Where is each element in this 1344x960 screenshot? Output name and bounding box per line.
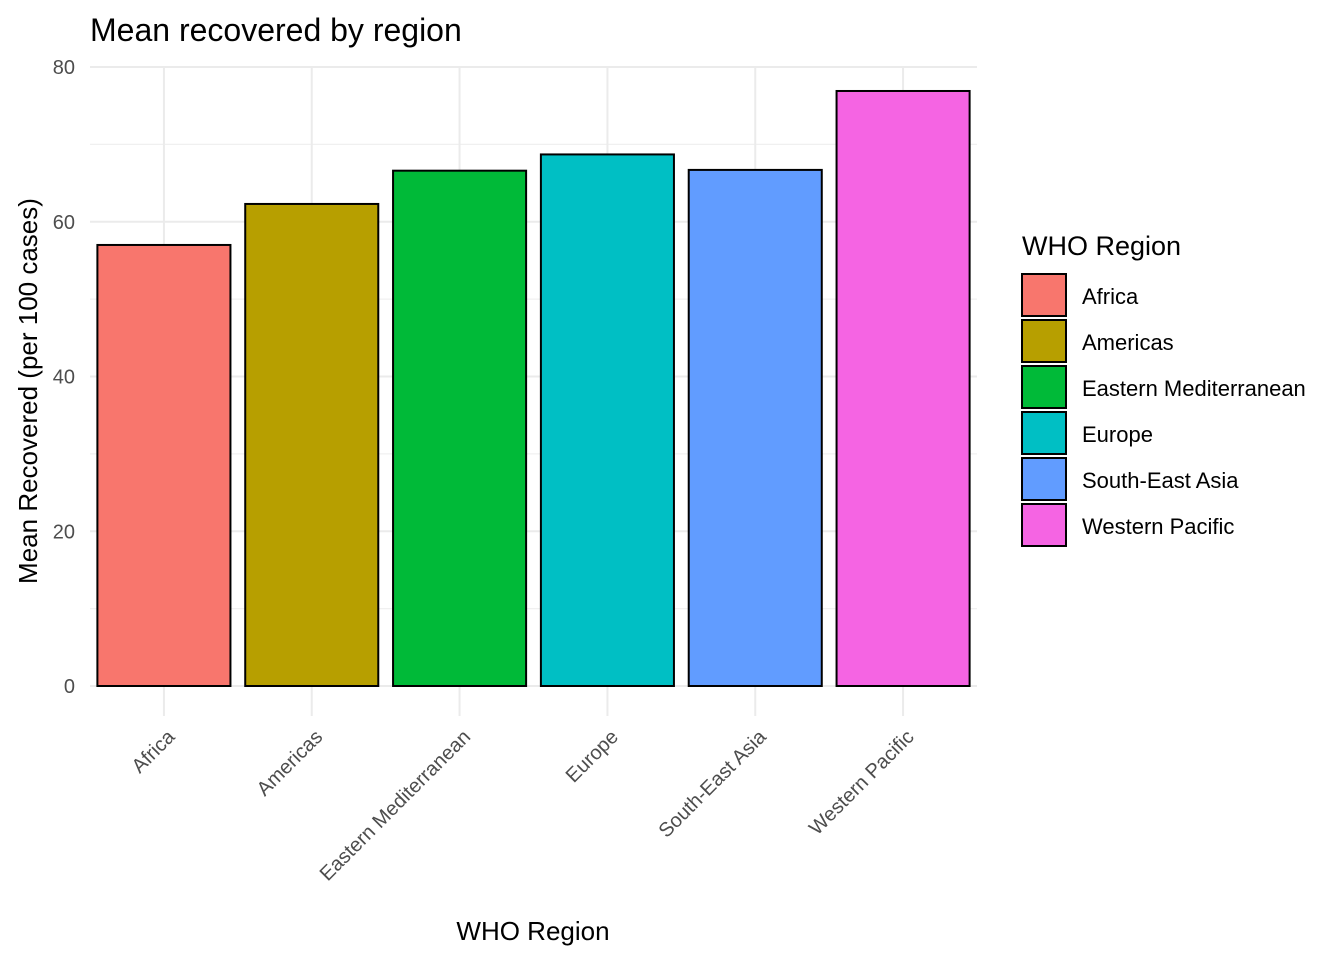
bar (244, 202, 380, 688)
legend-label: South-East Asia (1082, 468, 1239, 493)
legend-item: South-East Asia (1021, 457, 1239, 501)
legend-swatch (1021, 365, 1067, 409)
legend-item: Europe (1021, 411, 1153, 455)
legend-swatch (1021, 273, 1067, 317)
x-tick-label: Africa (128, 725, 180, 777)
legend-title: WHO Region (1022, 231, 1181, 261)
x-tick-label: Eastern Mediterranean (316, 726, 475, 885)
bar (539, 153, 675, 687)
bar (687, 168, 823, 687)
bar (392, 169, 528, 687)
y-tick-label: 60 (53, 212, 75, 234)
legend-item: Americas (1021, 319, 1174, 363)
legend-item: Eastern Mediterranean (1021, 365, 1306, 409)
bar (96, 243, 232, 687)
legend-item: Western Pacific (1021, 503, 1234, 547)
y-axis-ticks: 0 20 40 60 80 (53, 57, 75, 698)
legend-items: Africa Americas Eastern Mediterranean Europ… (1021, 273, 1306, 547)
legend-swatch (1021, 457, 1067, 501)
chart-title: Mean recovered by region (90, 12, 462, 48)
y-tick-label: 20 (53, 521, 75, 543)
legend-swatch (1021, 503, 1067, 547)
bars (96, 89, 971, 688)
legend-label: Africa (1082, 284, 1139, 309)
legend-label: Eastern Mediterranean (1082, 376, 1306, 401)
x-tick-label: South-East Asia (655, 725, 772, 842)
legend-label: Western Pacific (1082, 514, 1234, 539)
legend-item: Africa (1021, 273, 1139, 317)
y-tick-label: 0 (64, 676, 75, 698)
x-axis-title: WHO Region (456, 916, 609, 946)
y-tick-label: 80 (53, 57, 75, 79)
x-tick-label: Americas (253, 726, 328, 801)
x-tick-label: Europe (562, 726, 623, 787)
legend: WHO Region Africa Americas Eastern Mediter… (1021, 231, 1306, 547)
legend-swatch (1021, 411, 1067, 455)
x-tick-label: Western Pacific (805, 726, 919, 840)
legend-label: Americas (1082, 330, 1174, 355)
y-axis-title: Mean Recovered (per 100 cases) (13, 198, 43, 584)
bar (835, 89, 971, 687)
y-tick-label: 40 (53, 367, 75, 389)
legend-label: Europe (1082, 422, 1153, 447)
legend-swatch (1021, 319, 1067, 363)
